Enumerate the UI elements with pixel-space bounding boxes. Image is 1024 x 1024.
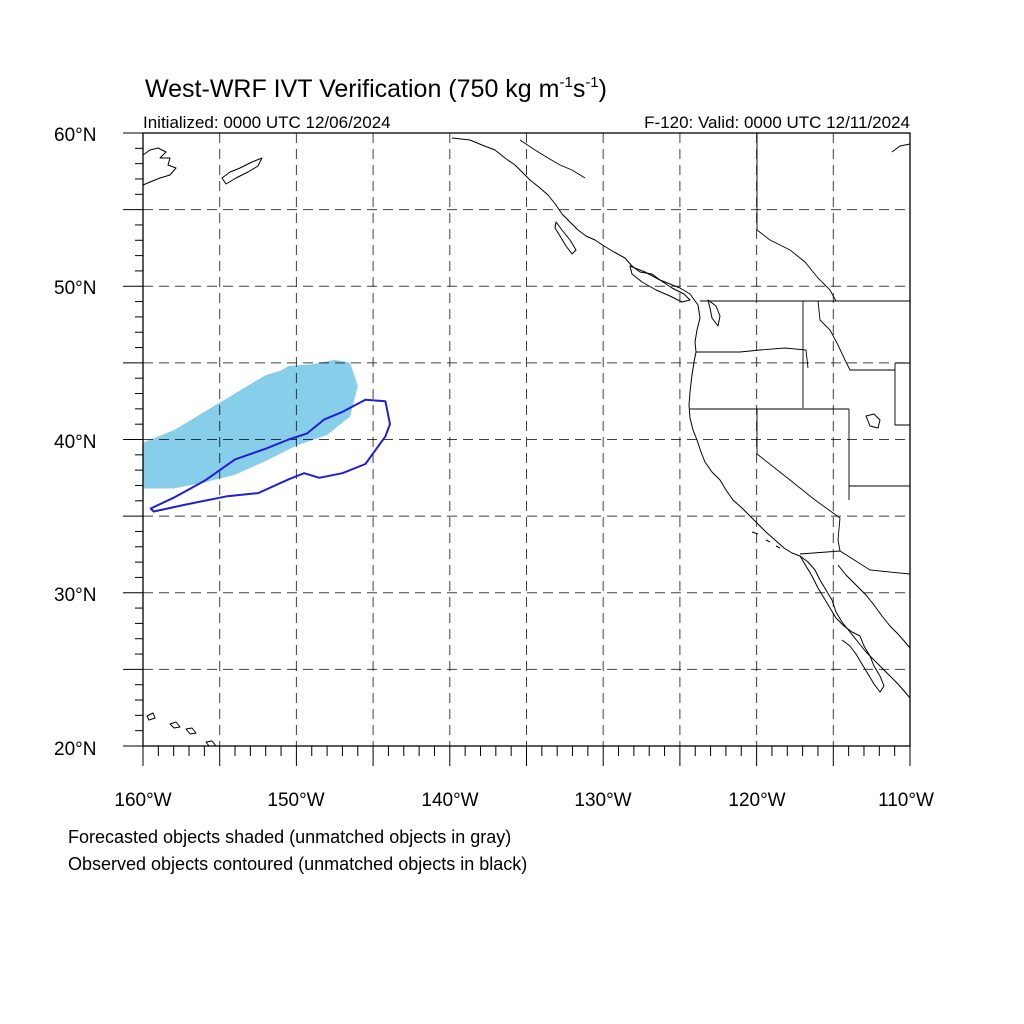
channel-islands bbox=[751, 531, 781, 549]
lat-label-40n: 40°N bbox=[54, 432, 96, 453]
observed-note: Observed objects contoured (unmatched ob… bbox=[68, 854, 527, 874]
lon-label-130w: 130°W bbox=[574, 790, 631, 811]
hawaii-islands bbox=[146, 712, 217, 747]
longitude-labels: 160°W 150°W 140°W 130°W 120°W 110°W bbox=[114, 790, 934, 811]
lon-label-110w: 110°W bbox=[878, 790, 934, 811]
lon-label-140w: 140°W bbox=[421, 790, 478, 811]
puget-sound bbox=[707, 299, 721, 327]
baja-coast bbox=[799, 555, 885, 693]
forecast-note: Forecasted objects shaded (unmatched obj… bbox=[68, 827, 511, 847]
forecast-ivt-object bbox=[143, 359, 358, 489]
lat-label-30n: 30°N bbox=[54, 585, 96, 606]
lon-label-120w: 120°W bbox=[728, 790, 785, 811]
great-salt-lake bbox=[865, 413, 881, 429]
california-nevada-border bbox=[756, 409, 841, 519]
valid-time-label: F-120: Valid: 0000 UTC 12/11/2024 bbox=[644, 113, 910, 132]
initialized-label: Initialized: 0000 UTC 12/06/2024 bbox=[143, 113, 391, 132]
oregon-washington-border bbox=[696, 347, 809, 369]
wyoming-border bbox=[894, 362, 910, 426]
figure-title: West-WRF IVT Verification (750 kg m-1s-1… bbox=[145, 74, 607, 103]
arizona-california-border bbox=[837, 517, 841, 552]
pacific-northwest-coast bbox=[451, 137, 911, 699]
idaho-montana-border bbox=[817, 300, 895, 371]
vancouver-island bbox=[629, 265, 691, 303]
us-mexico-border bbox=[799, 550, 911, 575]
alaska-coast bbox=[142, 147, 177, 186]
latitude-labels: 60°N 50°N 40°N 30°N 20°N bbox=[54, 125, 96, 760]
lon-label-160w: 160°W bbox=[114, 790, 171, 811]
haida-gwaii bbox=[554, 221, 577, 255]
lat-lon-grid bbox=[143, 133, 910, 746]
axis-ticks bbox=[123, 132, 911, 766]
bc-alberta-border bbox=[756, 133, 837, 302]
objects-layer bbox=[143, 359, 358, 489]
kodiak-island bbox=[221, 157, 263, 185]
political-borders bbox=[519, 133, 911, 575]
lat-label-60n: 60°N bbox=[54, 125, 96, 146]
northeast-coast-fragment bbox=[891, 143, 911, 153]
coastlines bbox=[142, 137, 911, 747]
lat-label-50n: 50°N bbox=[54, 278, 96, 299]
map-area bbox=[123, 132, 911, 766]
lon-label-150w: 150°W bbox=[267, 790, 324, 811]
alaska-bc-border bbox=[519, 139, 586, 179]
lat-label-20n: 20°N bbox=[54, 739, 96, 760]
observed-ivt-contour bbox=[149, 398, 391, 513]
mainland-mexico-coast bbox=[837, 564, 911, 649]
